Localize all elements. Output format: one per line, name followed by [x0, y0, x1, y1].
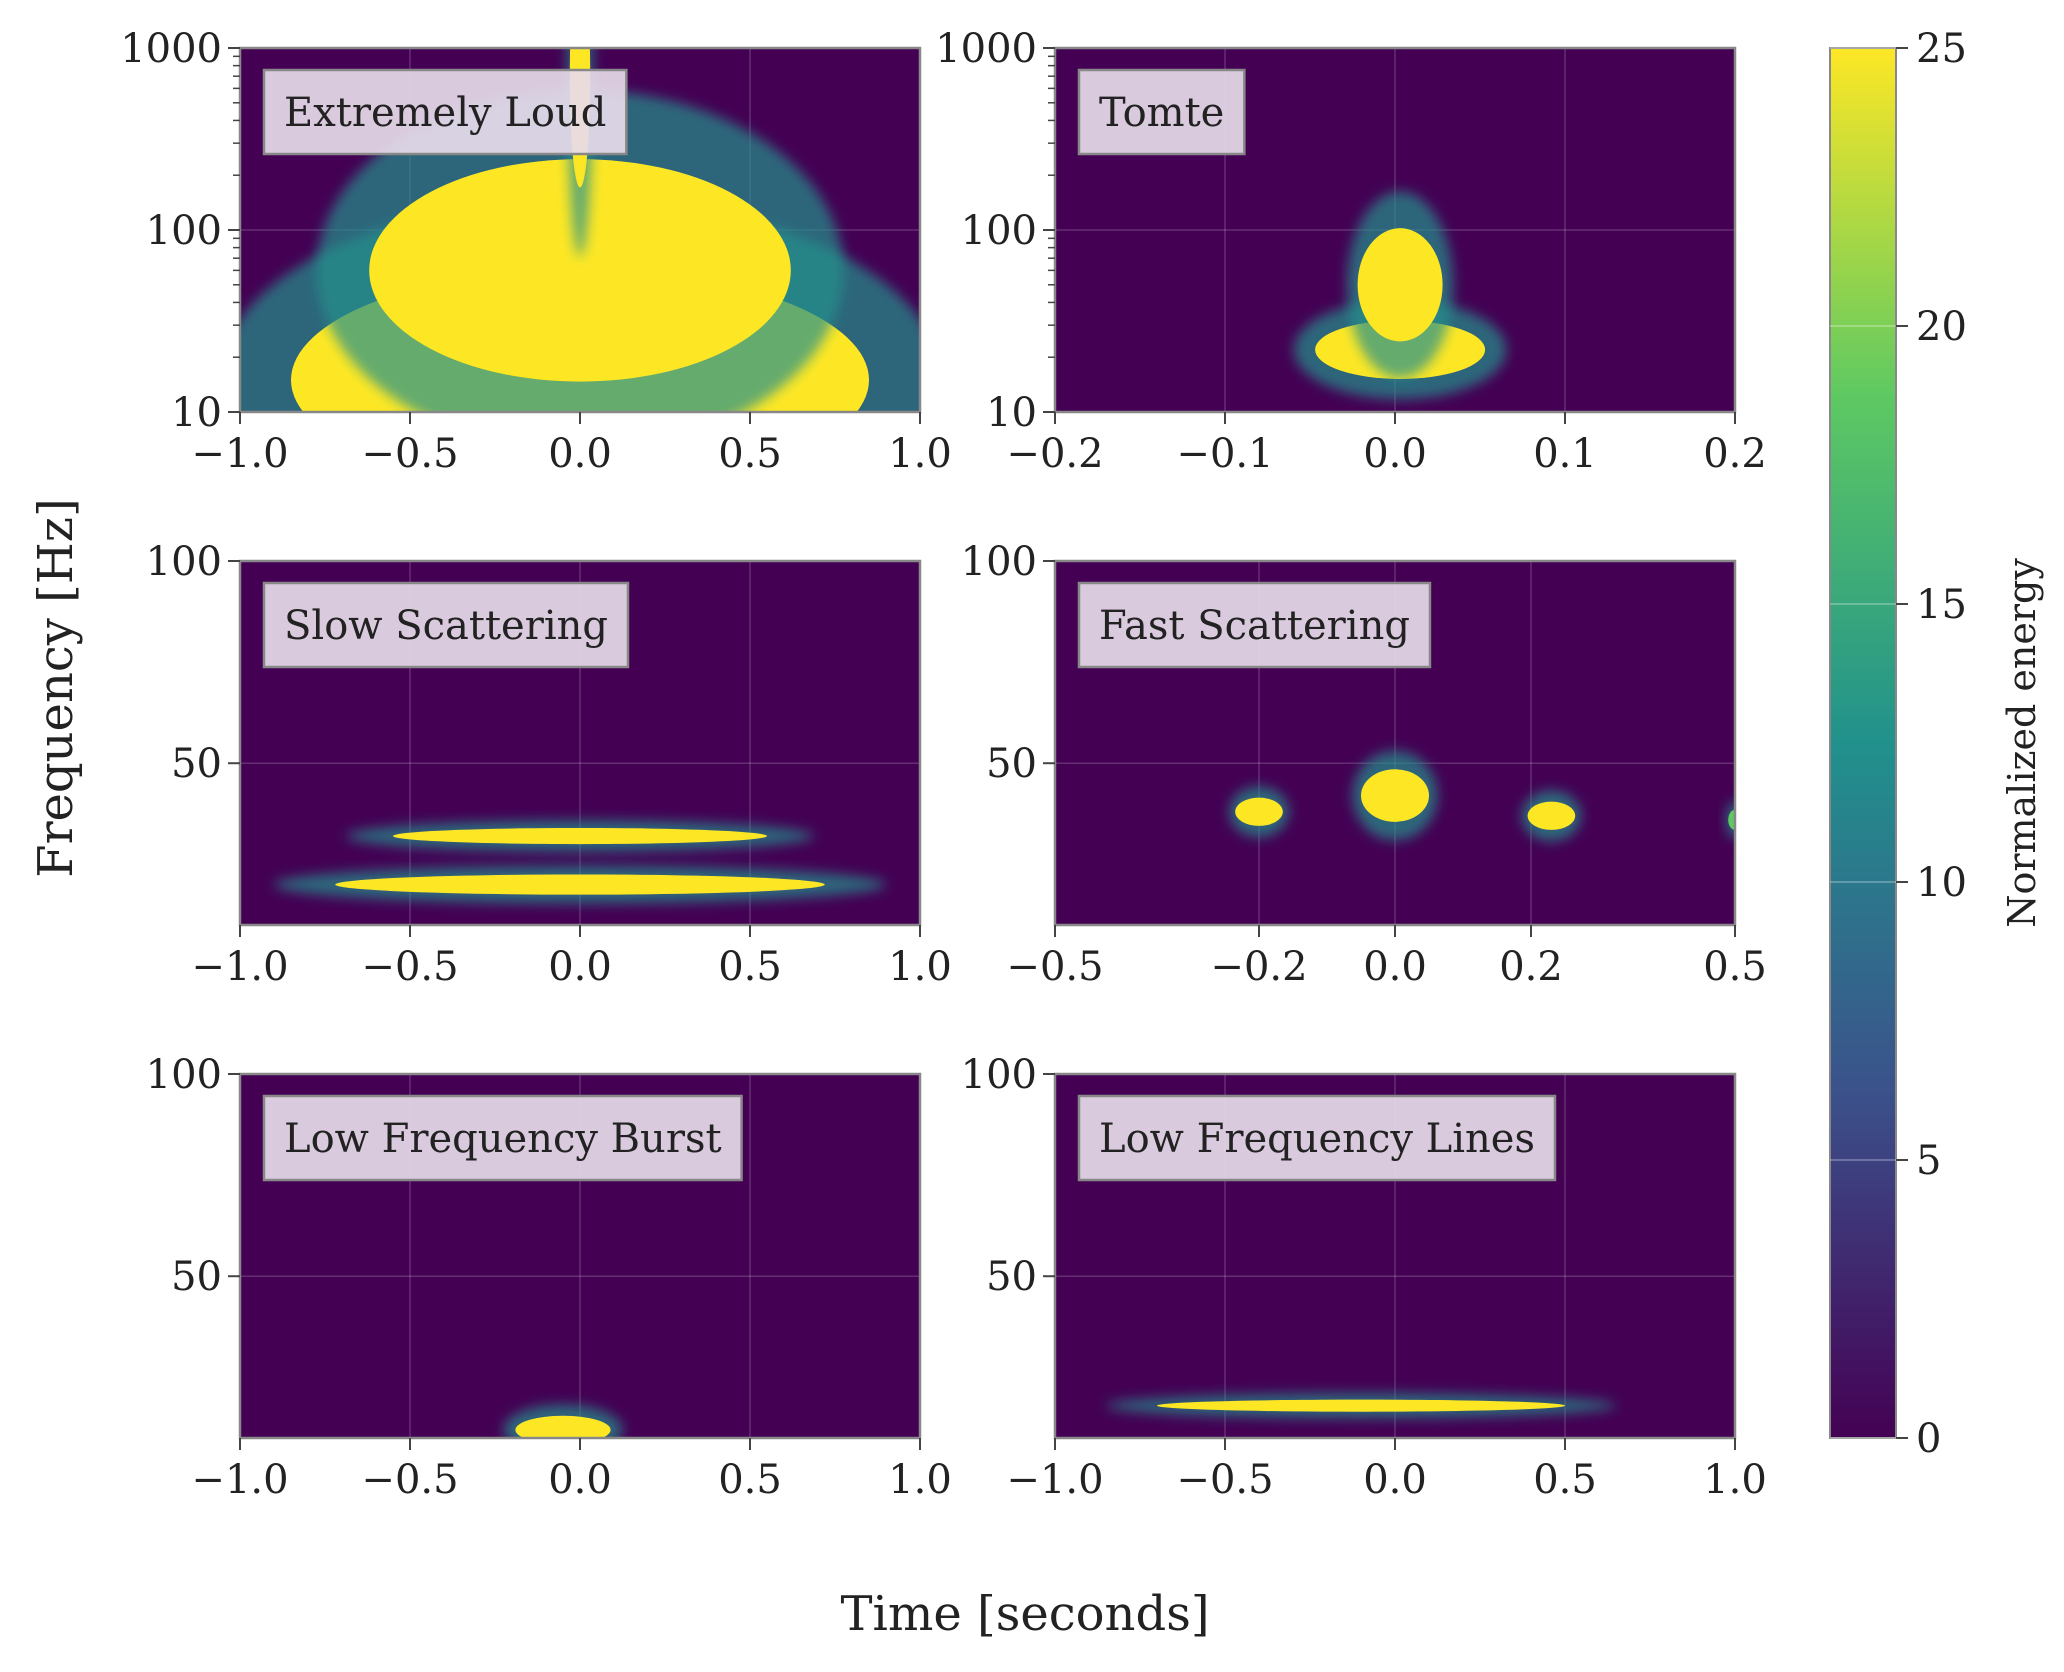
- x-tick-label: −0.2: [1210, 944, 1307, 990]
- y-tick-label: 100: [961, 1052, 1037, 1098]
- y-axis-title: Frequency [Hz]: [28, 498, 84, 877]
- x-tick-label: 0.0: [1363, 431, 1427, 477]
- x-tick-label: 0.2: [1703, 431, 1767, 477]
- x-tick-label: −0.5: [361, 1457, 458, 1503]
- x-tick-label: −0.5: [361, 431, 458, 477]
- x-tick-label: −0.5: [1176, 1457, 1273, 1503]
- energy-blob: [1361, 769, 1429, 822]
- x-tick-label: 0.5: [718, 944, 782, 990]
- y-tick-label: 100: [961, 539, 1037, 585]
- x-tick-label: 0.5: [1533, 1457, 1597, 1503]
- x-tick-label: −1.0: [191, 431, 288, 477]
- x-tick-label: −0.2: [1006, 431, 1103, 477]
- panel-low-frequency-burst: −1.0 −0.5 0.0 0.5 1.0 50 100 Low Frequency Burs…: [146, 1052, 952, 1503]
- colorbar: 0 5 10 15 20 25 Normalized energy: [1829, 26, 2044, 1462]
- energy-blob: [393, 827, 767, 845]
- panel-label: Tomte: [1077, 68, 1246, 156]
- colorbar-tick-label: 15: [1916, 582, 1967, 628]
- x-tick-label: −0.1: [1176, 431, 1273, 477]
- y-tick-label: 100: [146, 1052, 222, 1098]
- x-tick-label: 0.0: [548, 431, 612, 477]
- energy-blob: [1357, 228, 1443, 342]
- y-tick-label: 50: [171, 741, 222, 787]
- colorbar-label: Normalized energy: [2000, 558, 2044, 928]
- panel-label: Low Frequency Lines: [1077, 1094, 1557, 1182]
- energy-blob: [515, 1415, 611, 1438]
- energy-blob: [369, 159, 791, 382]
- colorbar-tick-label: 0: [1916, 1416, 1941, 1462]
- panel-label: Slow Scattering: [262, 581, 630, 669]
- x-tick-label: 0.0: [1363, 944, 1427, 990]
- panel-label: Extremely Loud: [262, 68, 628, 156]
- energy-blob: [1235, 797, 1283, 826]
- panel-label-text: Tomte: [1099, 90, 1224, 136]
- panel-label-text: Slow Scattering: [284, 603, 608, 649]
- energy-blob: [1728, 809, 1735, 830]
- y-tick-label: 10: [171, 390, 222, 436]
- panel-tomte: −0.2 −0.1 0.0 0.1 0.2 10 100 1000 Tomte: [935, 26, 1767, 477]
- x-tick-label: 0.5: [1703, 944, 1767, 990]
- colorbar-ticks: 0 5 10 15 20 25: [1830, 26, 1967, 1462]
- panel-extremely-loud: −1.0 −0.5 0.0 0.5 1.0 10 100 1000 Extremely Loud: [120, 26, 952, 477]
- x-axis-title: Time [seconds]: [840, 1586, 1209, 1642]
- x-tick-label: 1.0: [888, 1457, 952, 1503]
- x-tick-label: 0.0: [548, 1457, 612, 1503]
- x-tick-label: −0.5: [361, 944, 458, 990]
- y-tick-label: 50: [986, 741, 1037, 787]
- x-tick-label: 1.0: [1703, 1457, 1767, 1503]
- energy-blob: [1527, 801, 1576, 830]
- y-tick-label: 100: [146, 208, 222, 254]
- y-tick-label: 10: [986, 390, 1037, 436]
- panels: −1.0 −0.5 0.0 0.5 1.0 10 100 1000 Extremely Loud…: [120, 26, 1767, 1503]
- colorbar-tick-label: 10: [1916, 860, 1967, 906]
- x-tick-label: 0.2: [1499, 944, 1563, 990]
- panel-label: Low Frequency Burst: [262, 1094, 743, 1182]
- x-tick-label: 0.5: [718, 1457, 782, 1503]
- x-tick-label: −1.0: [191, 944, 288, 990]
- y-tick-label: 50: [171, 1254, 222, 1300]
- x-tick-label: 0.5: [718, 431, 782, 477]
- x-tick-label: −0.5: [1006, 944, 1103, 990]
- x-tick-label: 0.0: [1363, 1457, 1427, 1503]
- colorbar-gradient: [1829, 47, 1897, 1439]
- panel-slow-scattering: −1.0 −0.5 0.0 0.5 1.0 50 100 Slow Scattering: [146, 539, 952, 990]
- y-tick-label: 100: [961, 208, 1037, 254]
- y-tick-label: 100: [146, 539, 222, 585]
- panel-low-frequency-lines: −1.0 −0.5 0.0 0.5 1.0 50 100 Low Frequency Line…: [961, 1052, 1767, 1503]
- energy-blob: [335, 874, 825, 895]
- y-tick-label: 1000: [935, 26, 1037, 72]
- panel-label-text: Fast Scattering: [1099, 603, 1410, 649]
- x-tick-label: 1.0: [888, 431, 952, 477]
- panel-label-text: Extremely Loud: [284, 90, 606, 136]
- panel-label-text: Low Frequency Lines: [1099, 1116, 1535, 1162]
- colorbar-tick-label: 20: [1916, 304, 1967, 350]
- energy-blob: [1157, 1399, 1565, 1412]
- x-tick-label: −1.0: [1006, 1457, 1103, 1503]
- y-tick-label: 50: [986, 1254, 1037, 1300]
- y-tick-label: 1000: [120, 26, 222, 72]
- x-tick-label: 0.1: [1533, 431, 1597, 477]
- panel-label: Fast Scattering: [1077, 581, 1432, 669]
- panel-label-text: Low Frequency Burst: [284, 1116, 722, 1162]
- panel-fast-scattering: −0.5 −0.2 0.0 0.2 0.5 50 100 Fast Scattering: [961, 539, 1767, 990]
- x-tick-label: 0.0: [548, 944, 612, 990]
- colorbar-tick-label: 25: [1916, 26, 1967, 72]
- x-tick-label: 1.0: [888, 944, 952, 990]
- colorbar-tick-label: 5: [1916, 1138, 1941, 1184]
- x-tick-label: −1.0: [191, 1457, 288, 1503]
